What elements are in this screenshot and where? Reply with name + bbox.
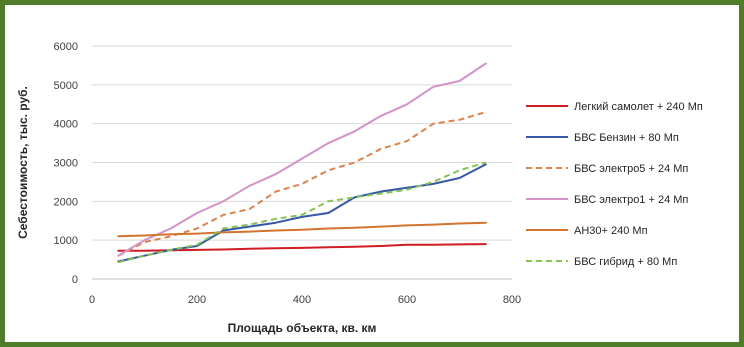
- y-tick-label: 4000: [54, 119, 78, 131]
- legend-label: АН30+ 240 Мп: [574, 225, 648, 237]
- legend-label: БВС электро5 + 24 Мп: [574, 163, 688, 175]
- legend-label: БВС гибрид + 80 Мп: [574, 256, 677, 268]
- y-axis-title: Себестоимость, тыс. руб.: [16, 86, 30, 239]
- y-tick-label: 0: [72, 274, 78, 286]
- series-lines: [117, 62, 487, 264]
- x-tick-label: 200: [188, 294, 206, 306]
- gridlines: [92, 45, 512, 241]
- legend-label: БВС Бензин + 80 Мп: [574, 132, 679, 144]
- y-tick-label: 1000: [54, 235, 78, 247]
- y-tick-label: 3000: [54, 158, 78, 170]
- x-tick-label: 800: [503, 294, 521, 306]
- y-tick-label: 6000: [54, 41, 78, 53]
- x-tick-label: 600: [398, 294, 416, 306]
- series-line: [117, 221, 487, 238]
- y-tick-label: 5000: [54, 80, 78, 92]
- x-tick-label: 400: [293, 294, 311, 306]
- series-line: [117, 243, 487, 252]
- series-line: [117, 62, 487, 257]
- legend: Легкий самолет + 240 Мп БВС Бензин + 80 М…: [526, 101, 703, 268]
- legend-label: БВС электро1 + 24 Мп: [574, 194, 688, 206]
- x-tick-labels: 0 200 400 600 800: [89, 294, 521, 306]
- series-line: [118, 161, 487, 264]
- x-axis-title: Площадь объекта, кв. км: [228, 321, 377, 335]
- y-tick-labels: 0 1000 2000 3000 4000 5000 6000: [54, 41, 78, 286]
- legend-label: Легкий самолет + 240 Мп: [574, 101, 703, 113]
- x-tick-label: 0: [89, 294, 95, 306]
- y-tick-label: 2000: [54, 196, 78, 208]
